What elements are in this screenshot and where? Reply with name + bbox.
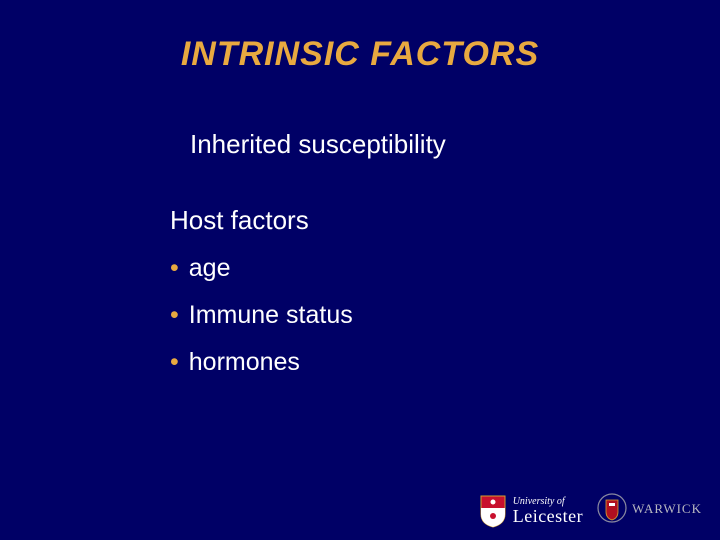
bullet-text: hormones [189, 348, 300, 376]
section-label: Host factors [170, 205, 670, 236]
logo-bar: University of Leicester WARWICK [479, 490, 702, 528]
bullet-text: age [189, 254, 231, 282]
leicester-name: Leicester [513, 507, 583, 525]
slide-title: INTRINSIC FACTORS [50, 35, 670, 74]
leicester-logo: University of Leicester [479, 494, 583, 528]
bullet-text: Immune status [189, 301, 353, 329]
leicester-text: University of Leicester [513, 497, 583, 525]
warwick-name: WARWICK [632, 501, 702, 517]
bullet-item: • Immune status [170, 301, 670, 330]
bullet-item: • age [170, 254, 670, 283]
bullet-marker: • [170, 254, 179, 282]
bullet-marker: • [170, 301, 179, 329]
leicester-shield-icon [479, 494, 507, 528]
warwick-logo: WARWICK [597, 490, 702, 528]
subheading: Inherited susceptibility [190, 129, 670, 160]
bullet-marker: • [170, 348, 179, 376]
slide: INTRINSIC FACTORS Inherited susceptibili… [0, 0, 720, 540]
warwick-crest-icon [597, 490, 627, 528]
slide-content: Inherited susceptibility Host factors •a… [190, 129, 670, 377]
bullet-item: • hormones [170, 348, 670, 377]
